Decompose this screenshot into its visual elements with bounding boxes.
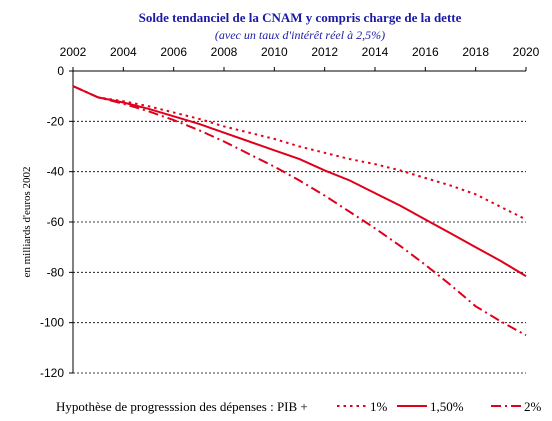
y-tick-labels: 0 -20 -40 -60 -80 -100 -120 [40,64,64,380]
y-tick-label: -120 [40,366,64,380]
x-tick-label: 2016 [412,45,439,59]
x-tick-label: 2008 [211,45,238,59]
x-tick-labels: 2002 2004 2006 2008 2010 2012 2014 2016 2018 2020 [60,45,540,59]
y-tick-label: -60 [47,215,65,229]
x-tick-label: 2014 [362,45,389,59]
y-tick-label: -40 [47,165,65,179]
x-tick-label: 2010 [261,45,288,59]
x-tick-label: 2020 [513,45,540,59]
series-line-2% [73,86,526,335]
legend: Hypothèse de progresssion des dépenses :… [56,399,542,414]
x-tick-label: 2018 [462,45,489,59]
x-tick-label: 2006 [160,45,187,59]
legend-label: 2% [524,399,542,414]
series-lines [73,86,526,335]
axes [69,67,526,373]
y-tick-label: 0 [57,64,64,78]
legend-label: 1,50% [430,399,464,414]
y-axis-label: en milliards d'euros 2002 [21,166,33,277]
y-tick-label: -80 [47,265,65,279]
chart-title: Solde tendanciel de la CNAM y compris ch… [139,10,462,25]
legend-title: Hypothèse de progresssion des dépenses :… [56,399,308,414]
x-tick-label: 2002 [60,45,87,59]
x-tick-label: 2004 [110,45,137,59]
legend-label: 1% [370,399,388,414]
y-tick-label: -100 [40,316,64,330]
x-tick-label: 2012 [311,45,338,59]
chart-subtitle: (avec un taux d'intérêt réel à 2,5%) [215,28,385,42]
y-tick-label: -20 [47,114,65,128]
